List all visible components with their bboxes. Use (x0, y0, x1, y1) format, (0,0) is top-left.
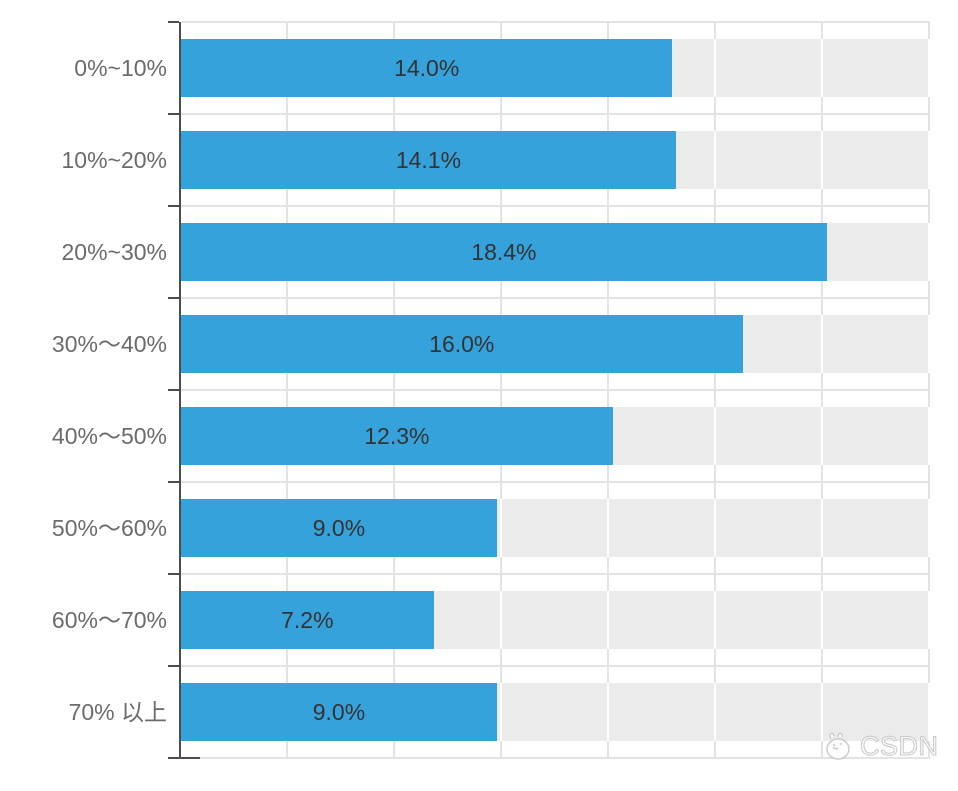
bar: 14.1% (181, 131, 676, 189)
bar: 9.0% (181, 683, 497, 741)
bar: 14.0% (181, 39, 673, 97)
y-axis-tick (168, 481, 179, 483)
bar-row: 16.0% (181, 298, 930, 390)
category-label: 20%~30% (61, 239, 168, 265)
y-axis-tick (168, 665, 179, 667)
bar-row: 14.0% (181, 22, 930, 114)
bar-row: 9.0% (181, 666, 930, 758)
y-axis-tick (168, 757, 179, 759)
bar: 18.4% (181, 223, 827, 281)
value-label: 9.0% (312, 698, 366, 725)
bar-row: 14.1% (181, 114, 930, 206)
bar: 16.0% (181, 315, 743, 373)
category-label: 30%～40% (51, 331, 167, 357)
bar: 9.0% (181, 499, 497, 557)
bar-row: 9.0% (181, 482, 930, 574)
horizontal-gridline (181, 665, 930, 667)
y-axis-tick (168, 573, 179, 575)
value-label: 14.0% (394, 54, 460, 81)
bar-row: 18.4% (181, 206, 930, 298)
category-label: 10%~20% (61, 147, 168, 173)
y-axis-tick (168, 389, 179, 391)
horizontal-gridline (181, 205, 930, 207)
value-label: 14.1% (395, 146, 462, 173)
horizontal-gridline (181, 297, 930, 299)
category-label: 40%～50% (51, 423, 167, 449)
value-label: 12.3% (364, 422, 430, 449)
y-axis-tick (168, 205, 179, 207)
category-label: 70% 以上 (68, 699, 167, 725)
plot-area: 14.0% 14.1% 18.4% 16.0% 12.3% 9.0% 7.2% 9.0% (168, 21, 930, 759)
y-axis-tick (168, 21, 179, 23)
category-label: 50%～60% (51, 515, 167, 541)
horizontal-gridline (181, 481, 930, 483)
value-label: 9.0% (312, 514, 366, 541)
y-axis-line (179, 22, 181, 759)
x-axis-line (179, 757, 200, 759)
bar-row: 12.3% (181, 390, 930, 482)
bar: 7.2% (181, 591, 434, 649)
value-label: 7.2% (281, 606, 334, 633)
horizontal-gridline (181, 573, 930, 575)
horizontal-gridline (181, 21, 930, 23)
horizontal-gridline (181, 389, 930, 391)
bar: 12.3% (181, 407, 613, 465)
horizontal-gridline (181, 757, 930, 759)
value-label: 18.4% (471, 238, 537, 265)
category-label: 0%~10% (74, 55, 167, 81)
value-label: 16.0% (429, 330, 495, 357)
y-axis-tick (168, 113, 179, 115)
bar-row: 7.2% (181, 574, 930, 666)
category-label: 60%～70% (51, 607, 167, 633)
horizontal-gridline (181, 113, 930, 115)
y-axis-tick (168, 297, 179, 299)
